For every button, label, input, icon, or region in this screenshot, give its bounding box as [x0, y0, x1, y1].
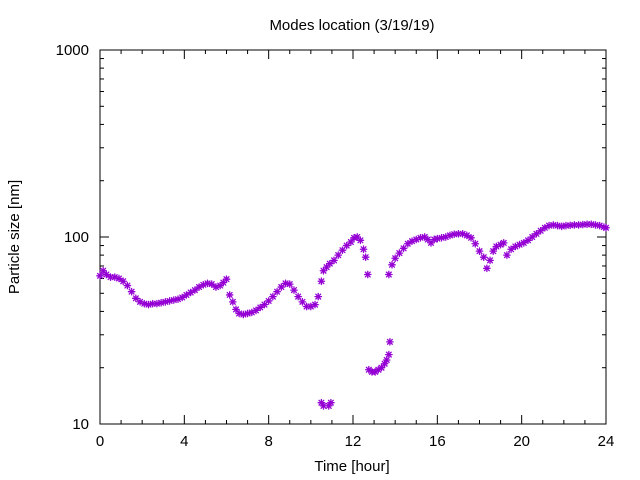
data-point	[356, 236, 365, 245]
data-point	[285, 280, 294, 288]
data-point	[503, 251, 511, 259]
data-point	[334, 251, 343, 259]
data-point	[216, 281, 225, 290]
x-tick-label: 0	[96, 433, 104, 450]
chart-title: Modes location (3/19/19)	[269, 17, 434, 34]
x-tick-label: 12	[345, 433, 362, 450]
data-point	[298, 297, 307, 306]
data-point	[140, 299, 149, 308]
data-point	[317, 277, 326, 286]
data-point	[361, 253, 370, 262]
data-point	[384, 350, 393, 359]
data-point	[347, 238, 355, 246]
data-point	[519, 239, 528, 247]
data-point	[119, 277, 128, 286]
data-point	[479, 253, 488, 262]
data-point	[377, 363, 386, 372]
data-point	[416, 233, 425, 242]
data-point	[269, 292, 277, 301]
data-point	[144, 300, 153, 309]
data-point	[486, 256, 494, 265]
data-point	[382, 356, 391, 364]
data-point	[363, 270, 372, 279]
data-point	[222, 275, 231, 284]
y-tick-label: 1000	[56, 42, 89, 59]
data-point	[395, 249, 404, 257]
data-point	[314, 292, 323, 301]
data-point	[386, 337, 394, 346]
data-point	[131, 294, 140, 303]
data-point	[489, 247, 498, 256]
data-point	[403, 239, 412, 248]
data-point	[290, 286, 298, 294]
data-point	[483, 264, 491, 273]
data-point	[338, 246, 347, 255]
data-point	[96, 271, 104, 280]
x-axis-label: Time [hour]	[314, 458, 389, 475]
y-tick-label: 10	[72, 416, 89, 433]
data-point	[391, 254, 400, 263]
x-tick-labels: 0 4 8 12 16 20 24	[96, 433, 615, 450]
data-point	[191, 286, 199, 294]
x-tick-label: 16	[429, 433, 446, 450]
data-point	[353, 233, 362, 241]
data-point	[327, 398, 335, 407]
data-point	[330, 256, 338, 265]
data-point	[342, 241, 351, 250]
data-point	[499, 239, 508, 247]
x-tick-label: 4	[180, 433, 188, 450]
data-point	[532, 229, 541, 238]
data-point	[273, 287, 281, 296]
data-point	[294, 292, 303, 301]
data-points	[96, 220, 610, 410]
data-point	[228, 297, 237, 306]
y-tick-label: 100	[64, 229, 89, 246]
data-point	[252, 306, 260, 315]
data-point	[384, 270, 393, 279]
data-point	[127, 287, 136, 296]
data-point	[388, 260, 396, 269]
data-point	[123, 281, 132, 290]
data-point	[225, 291, 234, 299]
data-point	[602, 223, 610, 232]
data-point	[536, 226, 545, 235]
data-point	[467, 233, 475, 242]
y-axis-label: Particle size [nm]	[6, 180, 23, 294]
data-point	[359, 245, 368, 254]
y-tick-labels: 10 100 1000	[56, 42, 89, 433]
data-point	[507, 245, 515, 254]
data-point	[471, 239, 480, 248]
data-point	[322, 263, 331, 271]
axis-ticks	[99, 50, 607, 425]
data-point	[528, 233, 537, 241]
data-point	[437, 233, 446, 242]
x-tick-label: 24	[598, 433, 615, 450]
x-tick-label: 8	[264, 433, 272, 450]
x-tick-label: 20	[513, 433, 530, 450]
data-point	[475, 247, 484, 256]
data-point	[311, 300, 319, 309]
data-point	[256, 303, 265, 312]
data-point	[207, 280, 216, 288]
